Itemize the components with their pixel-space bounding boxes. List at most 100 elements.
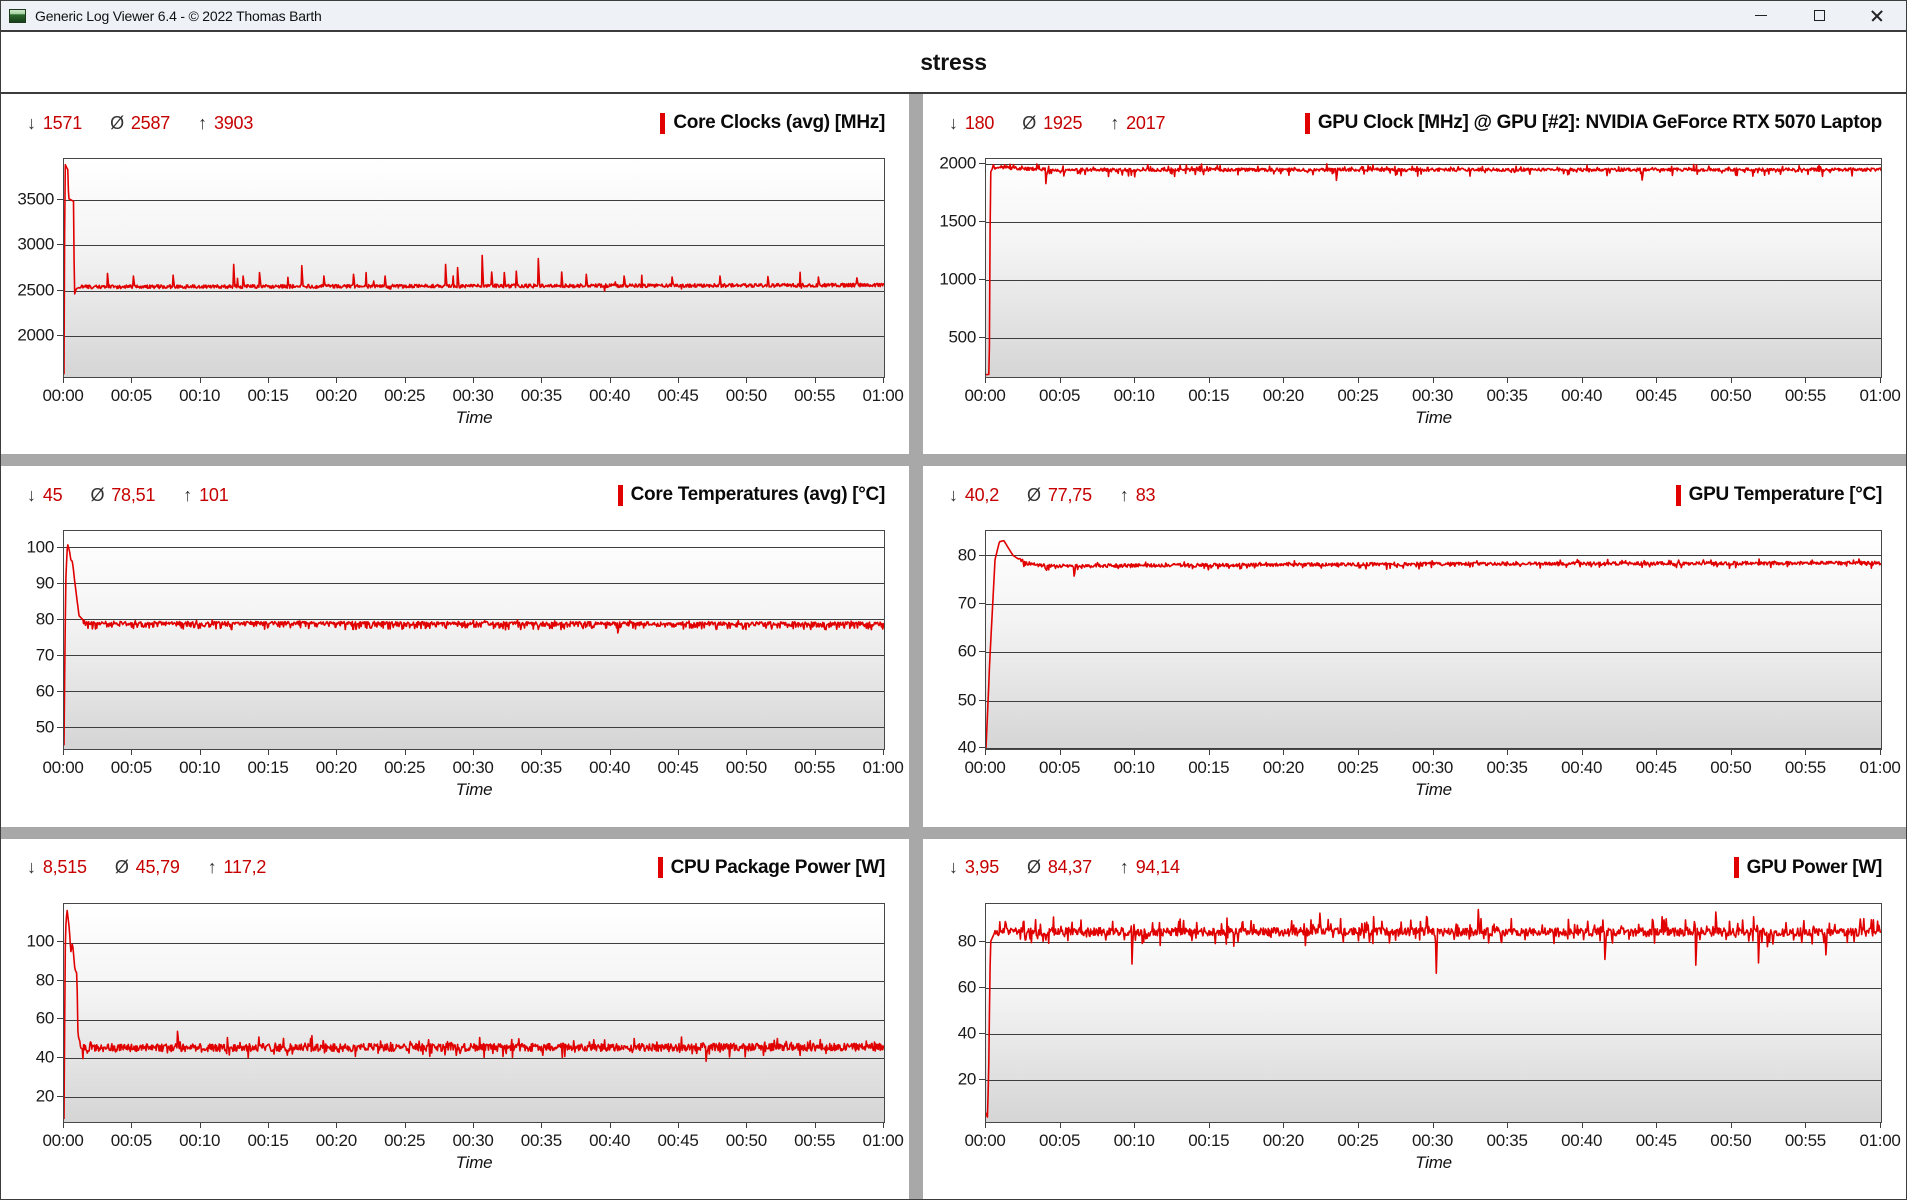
x-tick-label: 00:25 [1337,758,1379,778]
y-tick-label: 90 [35,573,55,593]
x-tick-label: 00:55 [1784,758,1826,778]
y-tick-mark [979,940,985,942]
x-tick-mark [1432,378,1434,383]
x-tick-label: 00:10 [179,758,221,778]
x-tick-mark [268,378,269,383]
chart-stats: ↓ 3,95 Ø 84,37 ↑ 94,14 [949,857,1180,878]
y-tick-mark [57,618,63,620]
y-tick-mark [57,546,63,548]
stat-avg-value: 84,37 [1047,857,1092,878]
y-tick-label: 3000 [17,235,54,255]
series-color-bar-icon [617,484,623,506]
plot-area[interactable] [985,902,1882,1123]
plot-area[interactable] [63,902,885,1123]
series-color-bar-icon [1733,857,1739,879]
close-icon [1871,10,1883,22]
x-tick-mark [814,750,816,756]
plot-area[interactable] [63,158,885,378]
chart-title: CPU Package Power [W] [657,857,885,879]
x-tick-mark [1581,750,1583,756]
x-tick-label: 00:55 [1784,386,1826,405]
y-tick-label: 60 [957,977,977,997]
maximize-icon [1813,10,1825,21]
x-tick-mark [1283,378,1285,383]
y-tick-label: 3500 [17,190,54,210]
y-tick-label: 40 [35,1047,55,1067]
x-tick-label: 00:45 [657,758,699,778]
stat-min-value: 3,95 [964,857,1000,878]
minimize-button[interactable] [1732,1,1790,30]
y-tick-label: 40 [957,737,977,757]
series-line [986,908,1881,1118]
maximize-button[interactable] [1790,1,1848,30]
x-tick-mark [1059,750,1061,756]
chart-title: GPU Temperature [°C] [1675,484,1882,506]
x-tick-mark [678,378,679,383]
x-tick-label: 00:55 [794,758,836,778]
y-tick-mark [979,986,985,988]
chart-stats: ↓ 45 Ø 78,51 ↑ 101 [27,485,229,506]
x-tick-label: 00:20 [315,386,357,405]
max-arrow-icon: ↑ [183,484,193,505]
x-tick-mark [336,750,338,756]
x-tick-mark [1805,378,1807,383]
chart-panel-core-temperatures: ↓ 45 Ø 78,51 ↑ 101 Core Temperatures (avg) … [1,466,909,827]
close-button[interactable] [1848,1,1906,30]
series-line [64,544,884,746]
x-axis: 00:00 00:05 00:10 00:15 00:20 00:25 00:30 00:35… [964,378,1901,408]
x-tick-mark [1357,1122,1359,1128]
y-tick-label: 60 [957,642,977,662]
x-tick-label: 00:10 [179,386,221,405]
stat-avg-value: 77,75 [1047,484,1092,505]
chart-title: Core Clocks (avg) [MHz] [660,112,885,134]
x-tick-mark [1880,1122,1881,1128]
chart-stats: ↓ 40,2 Ø 77,75 ↑ 83 [949,484,1156,506]
chart-stats: ↓ 180 Ø 1925 ↑ 2017 [949,113,1166,134]
x-tick-label: 00:40 [1561,386,1603,405]
x-axis-label: Time [455,1152,493,1172]
x-tick-label: 00:05 [110,758,152,778]
x-tick-mark [268,750,269,756]
x-tick-label: 00:15 [247,386,289,405]
x-tick-label: 01:00 [1859,758,1901,778]
x-tick-mark [1581,1122,1583,1128]
x-tick-mark [404,1122,406,1128]
x-tick-label: 00:05 [1039,1130,1081,1150]
plot-area[interactable] [63,530,885,751]
x-tick-label: 00:45 [657,1130,699,1150]
x-tick-label: 00:20 [1262,758,1304,778]
x-tick-label: 00:35 [520,386,562,405]
x-tick-mark [541,750,543,756]
x-tick-label: 00:40 [1561,1130,1603,1150]
plot-area[interactable] [985,530,1882,751]
y-tick-label: 2000 [17,325,54,345]
chart-stats: ↓ 1571 Ø 2587 ↑ 3903 [27,113,253,134]
x-tick-label: 00:55 [794,386,836,405]
series-color-bar-icon [657,857,663,879]
y-tick-label: 2000 [939,153,976,173]
y-tick-mark [57,1095,63,1097]
window-title: Generic Log Viewer 6.4 - © 2022 Thomas B… [35,7,322,24]
x-tick-mark [985,378,986,383]
x-tick-label: 00:25 [1337,386,1379,405]
x-tick-label: 00:45 [1635,1130,1677,1150]
x-tick-label: 00:35 [1486,386,1528,405]
x-tick-label: 00:45 [657,386,699,405]
x-tick-label: 00:55 [794,1130,836,1150]
plot-area[interactable] [985,158,1882,378]
x-tick-label: 00:45 [1635,758,1677,778]
x-tick-label: 00:25 [1337,1130,1379,1150]
y-tick-mark [979,651,985,653]
x-tick-mark [1880,378,1881,383]
x-tick-mark [746,378,748,383]
x-tick-mark [541,1122,543,1128]
y-tick-mark [979,1032,985,1034]
x-axis-label: Time [455,408,493,427]
x-tick-mark [268,1122,269,1128]
x-tick-mark [541,378,543,383]
x-tick-label: 00:20 [1262,386,1304,405]
chart-title-text: GPU Clock [MHz] @ GPU [#2]: NVIDIA GeFor… [1317,112,1882,133]
x-tick-label: 00:00 [964,758,1006,778]
stat-max-value: 94,14 [1135,857,1180,878]
